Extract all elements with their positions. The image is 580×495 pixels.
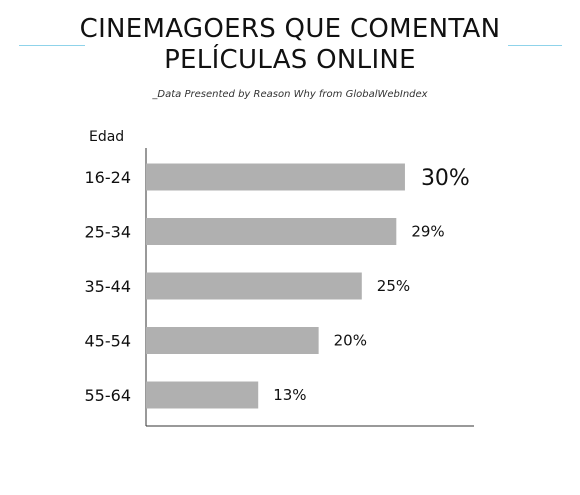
chart-subtitle: _Data Presented by Reason Why from Globa… [152,89,428,100]
chart-title-line-1: CINEMAGOERS QUE COMENTAN [79,14,501,44]
data-label: 29% [411,223,444,241]
data-label: 25% [377,277,410,295]
title-rule-left [19,45,85,46]
bar-series: 16-24 30% 25-34 29% 35-44 25% 45-54 20% 55-64 13% [85,163,470,409]
data-label: 30% [421,166,470,191]
title-rule-right [508,45,562,46]
bar-35-44 [146,272,362,300]
category-tick-label: 35-44 [85,277,132,296]
chart-title-line-2: PELÍCULAS ONLINE [164,45,416,75]
bar-45-54 [146,327,319,354]
category-tick-label: 25-34 [85,223,132,242]
category-tick-label: 16-24 [85,168,132,187]
category-tick-label: 55-64 [85,386,132,405]
data-label: 13% [273,386,306,404]
bar-55-64 [146,381,259,409]
bar-25-34 [146,218,397,245]
data-label: 20% [334,332,367,350]
y-axis-label: Edad [89,129,124,145]
category-tick-label: 45-54 [85,332,132,351]
bar-16-24 [146,163,405,191]
